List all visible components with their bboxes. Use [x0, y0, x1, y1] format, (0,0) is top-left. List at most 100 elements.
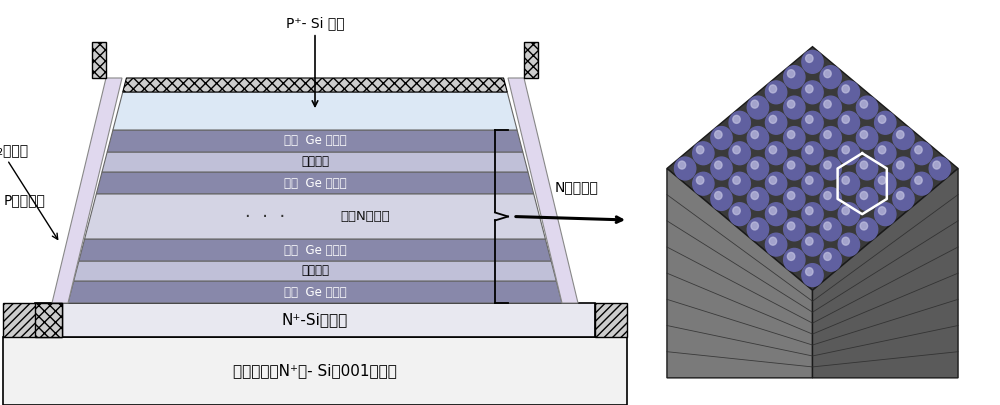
Circle shape [765, 203, 787, 226]
Circle shape [769, 207, 777, 215]
Circle shape [897, 161, 904, 169]
Circle shape [765, 142, 787, 165]
Circle shape [878, 146, 886, 154]
Polygon shape [79, 239, 551, 261]
Circle shape [733, 146, 740, 154]
Circle shape [769, 115, 777, 124]
Circle shape [806, 146, 813, 154]
Circle shape [933, 161, 940, 169]
Circle shape [820, 96, 841, 119]
Circle shape [769, 85, 777, 93]
Circle shape [711, 127, 732, 149]
Circle shape [860, 222, 868, 230]
Circle shape [802, 172, 823, 195]
Circle shape [715, 161, 722, 169]
Circle shape [747, 96, 769, 119]
Text: 有序  Ge 量子点: 有序 Ge 量子点 [284, 243, 346, 256]
Circle shape [696, 146, 704, 154]
Bar [595, 303, 627, 337]
Circle shape [856, 157, 878, 180]
Circle shape [838, 142, 860, 165]
Circle shape [733, 207, 740, 215]
Polygon shape [96, 172, 534, 194]
Circle shape [824, 130, 831, 139]
Circle shape [897, 192, 904, 200]
Circle shape [729, 203, 750, 226]
Circle shape [787, 252, 795, 260]
Circle shape [765, 111, 787, 134]
Circle shape [838, 111, 860, 134]
Circle shape [784, 218, 805, 241]
Bar [92, 42, 106, 78]
Circle shape [929, 157, 951, 180]
Polygon shape [812, 168, 958, 378]
Circle shape [751, 100, 758, 108]
Bar [35, 303, 595, 337]
Circle shape [802, 203, 823, 226]
Bar [3, 337, 627, 405]
Circle shape [784, 127, 805, 149]
Circle shape [878, 176, 886, 184]
Circle shape [824, 192, 831, 200]
Polygon shape [508, 78, 578, 303]
Circle shape [678, 161, 686, 169]
Circle shape [769, 237, 777, 245]
Circle shape [842, 207, 849, 215]
Circle shape [838, 233, 860, 256]
Circle shape [765, 233, 787, 256]
Circle shape [787, 161, 795, 169]
Circle shape [842, 85, 849, 93]
Text: 有序  Ge 量子点: 有序 Ge 量子点 [284, 177, 346, 190]
Circle shape [860, 192, 868, 200]
Circle shape [729, 142, 750, 165]
Circle shape [787, 70, 795, 78]
Bar [35, 303, 62, 337]
Circle shape [838, 203, 860, 226]
Circle shape [802, 142, 823, 165]
Circle shape [765, 172, 787, 195]
Circle shape [897, 130, 904, 139]
Circle shape [820, 248, 841, 271]
Text: P⁺- Si 帽层: P⁺- Si 帽层 [286, 16, 344, 107]
Text: ·  ·  ·: · · · [245, 207, 285, 226]
Circle shape [820, 66, 841, 89]
Polygon shape [667, 168, 812, 378]
Circle shape [802, 111, 823, 134]
Circle shape [751, 192, 758, 200]
Circle shape [915, 146, 922, 154]
Circle shape [838, 81, 860, 104]
Circle shape [875, 111, 896, 134]
Circle shape [787, 100, 795, 108]
Circle shape [674, 157, 696, 180]
Circle shape [806, 268, 813, 276]
Circle shape [842, 176, 849, 184]
Circle shape [820, 188, 841, 210]
Circle shape [733, 115, 740, 124]
Circle shape [856, 218, 878, 241]
Circle shape [838, 172, 860, 195]
Circle shape [842, 237, 849, 245]
Circle shape [915, 176, 922, 184]
Polygon shape [113, 92, 517, 130]
Circle shape [806, 237, 813, 245]
Polygon shape [123, 78, 507, 92]
Circle shape [729, 111, 750, 134]
Circle shape [711, 157, 732, 180]
Text: 半绝缘（或N⁺）- Si（001）衬底: 半绝缘（或N⁺）- Si（001）衬底 [233, 364, 397, 379]
Circle shape [824, 252, 831, 260]
Text: N金属电极: N金属电极 [555, 180, 599, 194]
Circle shape [893, 188, 914, 210]
Circle shape [875, 142, 896, 165]
Text: SiO₂钒化层: SiO₂钒化层 [0, 143, 58, 239]
Circle shape [769, 176, 777, 184]
Circle shape [802, 264, 823, 286]
Circle shape [784, 96, 805, 119]
Circle shape [856, 127, 878, 149]
Circle shape [711, 188, 732, 210]
Polygon shape [102, 152, 528, 172]
Circle shape [824, 222, 831, 230]
Circle shape [747, 157, 769, 180]
Circle shape [860, 161, 868, 169]
Circle shape [765, 81, 787, 104]
Circle shape [784, 66, 805, 89]
